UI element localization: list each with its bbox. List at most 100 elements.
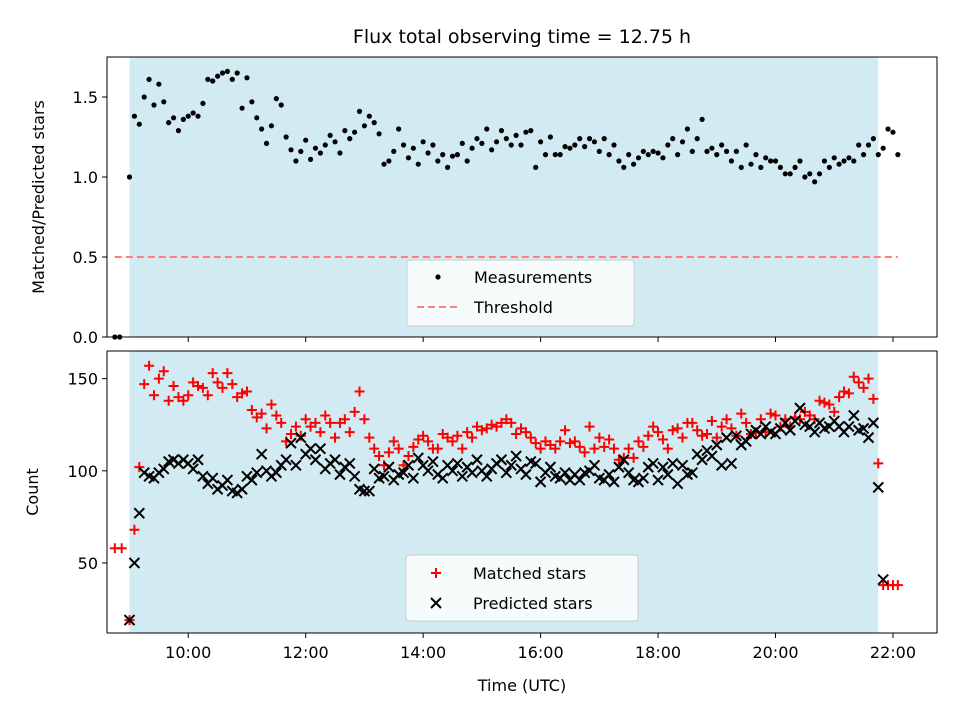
predicted-star-point	[725, 457, 738, 470]
measurement-point	[626, 152, 632, 158]
measurement-point	[263, 140, 270, 146]
x-tick-label: 12:00	[283, 643, 329, 662]
predicted-star-point	[280, 454, 292, 466]
matched-star-point	[432, 443, 443, 454]
matched-star-point	[535, 443, 546, 454]
measurement-point	[415, 161, 421, 167]
matched-star-point	[197, 382, 208, 393]
x-axis-label: Time (UTC)	[477, 676, 566, 695]
measurement-point	[665, 142, 671, 148]
matched-star-point	[261, 423, 272, 434]
measurement-point	[709, 145, 715, 151]
predicted-star-point	[715, 459, 728, 471]
predicted-star-point	[363, 485, 376, 497]
matched-star-point	[765, 408, 776, 419]
measurement-point	[386, 158, 392, 164]
predicted-star-point	[857, 422, 870, 435]
measurement-point	[743, 142, 749, 148]
matched-star-point	[858, 382, 869, 393]
matched-star-point	[628, 452, 639, 463]
matched-star-point	[325, 417, 336, 428]
predicted-star-point	[270, 466, 283, 479]
measurement-point	[293, 158, 299, 164]
legend-top: Measurements Threshold	[406, 259, 635, 327]
predicted-star-point	[588, 459, 601, 471]
matched-star-point	[574, 441, 585, 452]
matched-star-point	[256, 408, 267, 419]
matched-star-point	[178, 395, 189, 406]
matched-star-point	[853, 377, 864, 388]
matched-star-point	[643, 430, 654, 441]
measurement-point	[410, 145, 416, 151]
matched-star-point	[873, 458, 884, 469]
axes-frame-bottom	[106, 350, 938, 634]
matched-star-point	[741, 417, 752, 428]
predicted-star-point	[872, 481, 884, 494]
predicted-star-point	[755, 428, 767, 440]
measurement-point	[254, 115, 260, 121]
predicted-star-point	[622, 466, 635, 479]
measurement-point	[689, 148, 695, 154]
predicted-star-point	[192, 454, 204, 466]
matched-star-point	[148, 390, 159, 401]
matched-star-point	[564, 438, 575, 449]
measurement-point	[200, 100, 206, 106]
measurement-point	[582, 144, 588, 150]
matched-star-point	[506, 417, 517, 428]
matched-star-point	[408, 441, 419, 452]
predicted-star-point	[422, 465, 434, 477]
predicted-star-point	[309, 454, 322, 466]
measurement-point	[205, 76, 211, 82]
matched-star-point	[168, 381, 179, 392]
x-tick-label: 14:00	[400, 643, 446, 662]
measurement-point	[273, 96, 279, 102]
measurement-point	[807, 171, 813, 177]
matched-star-point	[584, 421, 595, 432]
matched-star-point	[217, 382, 228, 393]
measurement-point	[611, 142, 617, 148]
measurement-point	[449, 153, 456, 159]
matched-star-point	[139, 379, 150, 390]
measurement-point	[435, 158, 441, 164]
matched-star-point	[447, 436, 458, 447]
measurement-point	[655, 150, 661, 156]
measurement-point	[758, 164, 764, 170]
x-tick-label: 16:00	[518, 643, 564, 662]
measurement-point	[616, 158, 622, 164]
measurement-point	[684, 126, 691, 132]
measurement-point	[572, 142, 578, 148]
measurement-point	[249, 99, 255, 105]
measurement-point	[141, 94, 147, 100]
predicted-star-point	[520, 468, 532, 481]
measurement-point	[606, 152, 612, 158]
measurement-point	[748, 161, 754, 167]
measurement-point	[175, 128, 182, 134]
matched-star-point	[511, 428, 522, 439]
y-ticks-bottom: 50 100 150	[67, 370, 107, 573]
predicted-star-point	[559, 466, 571, 479]
predicted-star-point	[187, 463, 199, 475]
predicted-star-point	[618, 454, 630, 466]
measurement-point	[268, 123, 275, 129]
legend-marker-predicted	[430, 597, 442, 609]
predicted-star-point	[696, 454, 708, 466]
measurements-marks	[112, 68, 901, 340]
predicted-star-point	[500, 466, 513, 479]
matched-star-point	[290, 421, 301, 432]
matched-star-point	[403, 451, 414, 462]
measurement-point	[831, 155, 837, 161]
matched-star-point	[129, 524, 140, 535]
matched-star-point	[613, 454, 624, 465]
matched-star-point	[462, 427, 473, 438]
predicted-star-point	[877, 573, 889, 586]
measurement-point	[425, 150, 431, 156]
predicted-star-point	[378, 470, 390, 483]
matched-star-point	[364, 432, 375, 443]
measurement-point	[714, 152, 720, 158]
matched-star-point	[330, 432, 341, 443]
predicted-star-point	[407, 472, 420, 484]
predicted-star-point	[255, 448, 268, 460]
measurement-point	[493, 139, 500, 145]
measurement-point	[870, 136, 876, 142]
matched-star-point	[418, 430, 429, 441]
